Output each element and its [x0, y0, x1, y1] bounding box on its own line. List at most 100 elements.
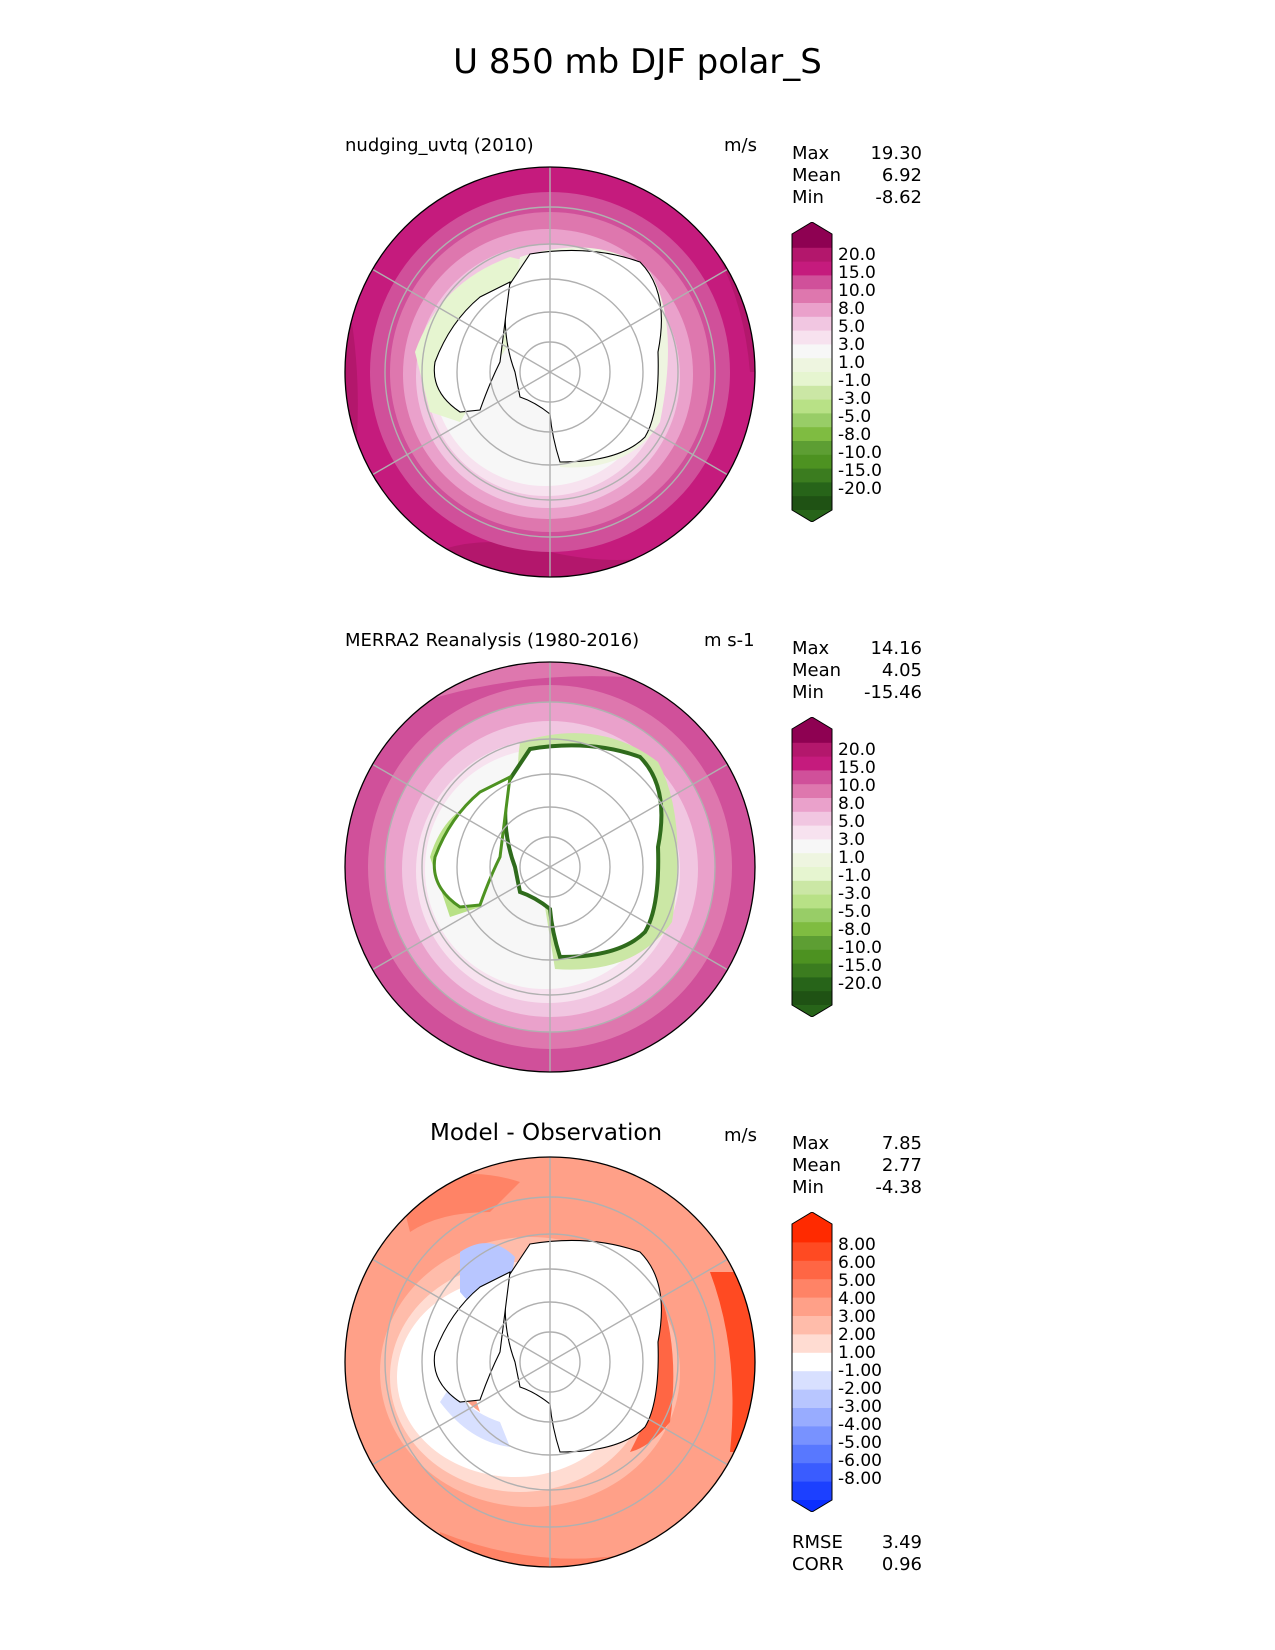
- stat-max: Max 7.85: [792, 1133, 922, 1154]
- metric-rmse: RMSE 3.49: [792, 1532, 922, 1553]
- colorbar-segment: [792, 1389, 832, 1409]
- colorbar-segment: [792, 949, 832, 965]
- colorbar-extension-bottom: [792, 510, 832, 522]
- colorbar-segment: [792, 1242, 832, 1262]
- colorbar-segment: [792, 839, 832, 854]
- colorbar-tick-label: -20.0: [838, 974, 882, 994]
- colorbar-segment: [792, 742, 832, 758]
- colorbar-extension-bottom: [792, 1005, 832, 1017]
- stat-max: Max 14.16: [792, 638, 922, 659]
- colorbar-segment: [792, 908, 832, 923]
- colorbar-segment: [792, 853, 832, 868]
- colorbar-tick-label: 1.0: [838, 848, 866, 868]
- colorbar-tick-label: -3.0: [838, 884, 872, 904]
- colorbar-segment: [792, 1408, 832, 1427]
- colorbar-tick-label: -2.00: [838, 1379, 882, 1399]
- colorbar-tick-label: -8.0: [838, 920, 872, 940]
- panel2-colorbar: [791, 717, 833, 1017]
- colorbar-outline: [791, 1212, 833, 1512]
- colorbar-tick-label: 1.00: [838, 1343, 876, 1363]
- colorbar-tick-label: -10.0: [838, 443, 882, 463]
- panel3-units: m/s: [724, 1125, 757, 1146]
- colorbar-tick-label: -20.0: [838, 479, 882, 499]
- colorbar-segment: [792, 963, 832, 978]
- colorbar-segment: [792, 1352, 832, 1372]
- colorbar-extension-top: [792, 1212, 832, 1224]
- colorbar-segment: [792, 1316, 832, 1335]
- panel2-stats: Max 14.16 Mean 4.05 Min -15.46: [792, 638, 922, 704]
- colorbar-segment: [792, 1463, 832, 1483]
- colorbar-tick-label: -15.0: [838, 461, 882, 481]
- colorbar-segment: [792, 358, 832, 373]
- colorbar-segment: [792, 1444, 832, 1464]
- colorbar-segment: [792, 1260, 832, 1280]
- colorbar-tick-label: 8.0: [838, 299, 866, 319]
- panel3-colorbar: [791, 1212, 833, 1512]
- colorbar-outline: [791, 717, 833, 1017]
- colorbar-tick-label: -1.00: [838, 1361, 882, 1381]
- colorbar-segment: [792, 482, 832, 497]
- colorbar-segment: [792, 977, 832, 992]
- colorbar-tick-label: 4.00: [838, 1289, 876, 1309]
- colorbar-segment: [792, 330, 832, 345]
- panel2-polar-map: [344, 661, 756, 1073]
- colorbar-tick-label: 3.0: [838, 830, 866, 850]
- colorbar-extension-bottom: [792, 1500, 832, 1512]
- colorbar-segment: [792, 1279, 832, 1299]
- panel3-polar-map: [344, 1156, 756, 1568]
- stat-min: Min -8.62: [792, 187, 922, 208]
- colorbar-segment: [792, 372, 832, 387]
- colorbar-tick-label: -15.0: [838, 956, 882, 976]
- colorbar-tick-label: 20.0: [838, 740, 876, 760]
- colorbar-segment: [792, 922, 832, 937]
- colorbar-tick-label: 3.0: [838, 335, 866, 355]
- colorbar-segment: [792, 427, 832, 442]
- panel3-colorbar-labels: 8.00 6.00 5.00 4.00 3.00 2.00 1.00 -1.00 -2.00 -3…: [838, 1236, 882, 1488]
- panel2-colorbar-labels: 20.0 15.0 10.0 8.0 5.0 3.0 1.0 -1.0 -3.0 -5.0 -8.0…: [838, 741, 882, 993]
- colorbar-tick-label: 8.0: [838, 794, 866, 814]
- colorbar-segment: [792, 1426, 832, 1446]
- colorbar-tick-label: 5.00: [838, 1271, 876, 1291]
- colorbar-extension-top: [792, 222, 832, 234]
- colorbar-tick-label: -5.0: [838, 407, 872, 427]
- panel1-stats: Max 19.30 Mean 6.92 Min -8.62: [792, 143, 922, 209]
- colorbar-segment: [792, 770, 832, 785]
- colorbar-tick-label: -6.00: [838, 1451, 882, 1471]
- colorbar-tick-label: 5.0: [838, 317, 866, 337]
- panel2-title: MERRA2 Reanalysis (1980-2016): [345, 630, 640, 651]
- colorbar-segment: [792, 303, 832, 318]
- colorbar-outline: [791, 222, 833, 522]
- colorbar-segment: [792, 1334, 832, 1354]
- colorbar-tick-label: -5.00: [838, 1433, 882, 1453]
- colorbar-segment: [792, 468, 832, 483]
- colorbar-segment: [792, 344, 832, 359]
- colorbar-segment: [792, 385, 832, 401]
- colorbar-segment: [792, 811, 832, 827]
- colorbar-extension-top: [792, 717, 832, 729]
- metric-corr: CORR 0.96: [792, 1554, 922, 1575]
- colorbar-segment: [792, 798, 832, 813]
- colorbar-segment: [792, 825, 832, 840]
- panel1-colorbar-labels: 20.0 15.0 10.0 8.0 5.0 3.0 1.0 -1.0 -3.0 -5.0 -8.0…: [838, 246, 882, 498]
- colorbar-tick-label: -3.00: [838, 1397, 882, 1417]
- colorbar-segment: [792, 729, 832, 744]
- colorbar-segment: [792, 1297, 832, 1317]
- panel3-stats: Max 7.85 Mean 2.77 Min -4.38: [792, 1133, 922, 1199]
- colorbar-segment: [792, 1481, 832, 1501]
- colorbar-segment: [792, 880, 832, 896]
- colorbar-segment: [792, 1224, 832, 1243]
- colorbar-tick-label: -1.0: [838, 866, 872, 886]
- colorbar-segment: [792, 496, 832, 511]
- colorbar-segment: [792, 316, 832, 332]
- panel3-title: Model - Observation: [430, 1120, 663, 1146]
- stat-mean: Mean 6.92: [792, 165, 922, 186]
- stat-mean: Mean 4.05: [792, 660, 922, 681]
- colorbar-tick-label: -4.00: [838, 1415, 882, 1435]
- panel1-title: nudging_uvtq (2010): [345, 135, 534, 156]
- panel3-metrics: RMSE 3.49 CORR 0.96: [792, 1532, 922, 1576]
- colorbar-segment: [792, 894, 832, 909]
- colorbar-tick-label: 15.0: [838, 263, 876, 283]
- colorbar-segment: [792, 1371, 832, 1391]
- colorbar-segment: [792, 867, 832, 882]
- colorbar-segment: [792, 413, 832, 428]
